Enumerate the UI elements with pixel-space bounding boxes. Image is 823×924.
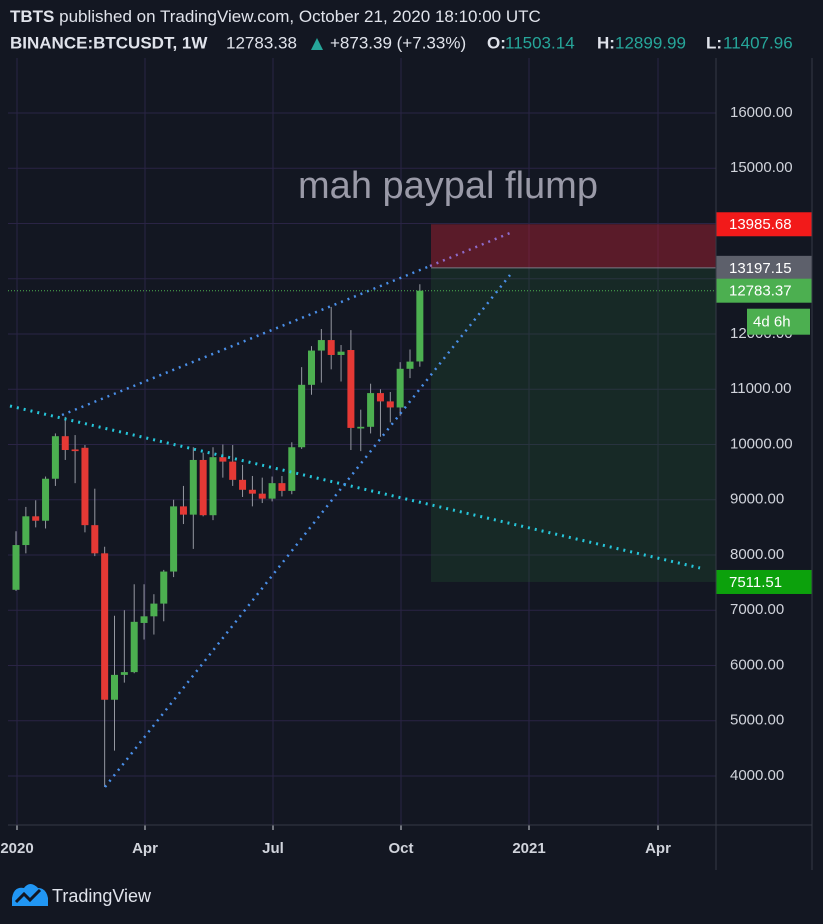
target-tag [716, 212, 812, 237]
symbol: BINANCE:BTCUSDT, 1W [10, 33, 208, 52]
candle-body [81, 447, 89, 526]
y-tick-label: 4000.00 [730, 767, 784, 784]
last-price-label: 12783.37 [729, 283, 792, 300]
candle-body [150, 603, 158, 617]
candle-body [416, 290, 424, 362]
candle-body [170, 506, 178, 572]
y-tick-label: 10000.00 [730, 435, 793, 452]
logo [12, 884, 48, 906]
countdown: 4d 6h [753, 314, 791, 331]
y-tick-label: 6000.00 [730, 656, 784, 673]
candle-body [337, 351, 345, 355]
x-tick-label: Apr [645, 840, 671, 857]
candle-body [386, 401, 394, 408]
brand: TradingView [52, 886, 152, 906]
low-label: L: [706, 33, 722, 52]
x-tick-label: Jul [262, 840, 284, 857]
target-label: 13985.68 [729, 216, 792, 233]
candle-body [396, 368, 404, 408]
open-label: O: [487, 33, 506, 52]
x-tick-label: 2020 [0, 840, 33, 857]
candle-body [357, 426, 365, 429]
y-tick-label: 11000.00 [730, 380, 791, 397]
candle-body [308, 350, 315, 385]
candle-body [298, 384, 306, 448]
published: published on TradingView.com, October 21… [59, 7, 541, 26]
candle-body [327, 340, 335, 355]
trend-line [429, 231, 511, 268]
stop-label: 7511.51 [729, 574, 782, 591]
last-price-tag [716, 278, 812, 303]
y-tick-label: 16000.00 [730, 104, 793, 121]
author: TBTS [10, 7, 54, 26]
header-line: TBTS published on TradingView.com, Octob… [10, 7, 541, 26]
annotation: mah paypal flump [298, 165, 598, 207]
candle-body [367, 393, 375, 427]
candle-body [268, 483, 276, 499]
candle-body [376, 393, 384, 402]
candle-body [219, 457, 227, 462]
up-arrow-icon [311, 38, 323, 50]
stop-tag [716, 569, 812, 594]
candle-body [317, 340, 325, 351]
candle-body [42, 478, 50, 521]
candle-body [406, 361, 414, 369]
candle-body [120, 672, 128, 675]
candle-body [32, 516, 40, 521]
candle-body [179, 506, 187, 515]
candle-body [239, 479, 247, 490]
x-tick-label: 2021 [512, 840, 545, 857]
x-tick-label: Apr [132, 840, 158, 857]
candle-body [101, 553, 109, 700]
stop-zone [431, 267, 716, 582]
candle-body [288, 447, 296, 491]
countdown-tag [747, 308, 810, 335]
candle-body [258, 493, 266, 499]
change: +873.39 (+7.33%) [330, 33, 466, 52]
candle-body [278, 483, 286, 491]
candle-body [61, 436, 69, 451]
target-zone [431, 224, 716, 268]
logo-line [14, 888, 42, 904]
low-value: 11407.96 [723, 33, 793, 52]
high-label: H: [597, 33, 615, 52]
overlays: 4000.00 5000.00 6000.00 7000.00 8000.00 9000.… [0, 104, 812, 857]
candle-body [12, 545, 20, 590]
candle-body [248, 489, 256, 494]
candle-body [140, 616, 148, 623]
y-tick-label: 7000.00 [730, 601, 784, 618]
high-value: 12899.99 [615, 33, 686, 52]
plot-area: mah paypal flump [8, 58, 716, 825]
y-tick-label: 8000.00 [730, 546, 784, 563]
candle-body [189, 459, 197, 515]
candle-body [229, 461, 237, 480]
candle-body [130, 621, 138, 673]
y-tick-label: 5000.00 [730, 712, 784, 729]
entry-tag [716, 255, 812, 280]
candle-body [199, 459, 207, 516]
candle-body [160, 571, 168, 604]
y-tick-label: 9000.00 [730, 491, 784, 508]
entry-label: 13197.15 [729, 260, 792, 277]
close-value: 12783.38 [226, 33, 297, 52]
candle-body [347, 350, 355, 428]
candle-body [51, 436, 59, 479]
candle-body [111, 674, 118, 700]
candle-body [91, 525, 99, 554]
y-tick-label: 15000.00 [730, 159, 793, 176]
candle-body [22, 516, 30, 546]
x-tick-label: Oct [388, 840, 413, 857]
candle-body [209, 457, 217, 516]
open-value: 11503.14 [505, 33, 575, 52]
candle-body [71, 449, 79, 452]
